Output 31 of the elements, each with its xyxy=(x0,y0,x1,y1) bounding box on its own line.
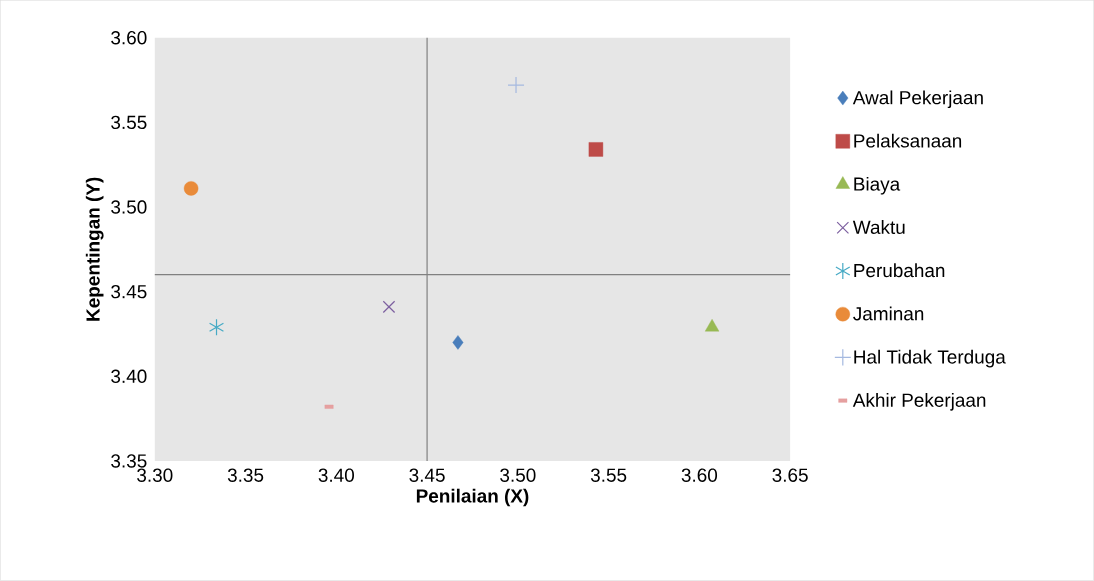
point xyxy=(183,181,199,196)
x-tick-label: 3.35 xyxy=(227,468,264,483)
x-tick-label: 3.40 xyxy=(318,468,354,483)
legend-label: Awal Pekerjaan xyxy=(852,90,983,109)
x-tick-label: 3.50 xyxy=(500,468,536,483)
legend-label: Akhir Pekerjaan xyxy=(852,393,986,411)
legend-label: Waktu xyxy=(852,220,905,235)
point xyxy=(208,318,225,336)
y-tick-label: 3.35 xyxy=(111,454,147,468)
point xyxy=(507,76,525,94)
legend-label: Biaya xyxy=(854,177,901,195)
legend-label: Jaminan xyxy=(853,306,924,321)
y-tick-label: 3.40 xyxy=(111,369,147,384)
x-tick-label: 3.45 xyxy=(409,468,445,483)
legend-label: Perubahan xyxy=(854,263,945,278)
x-axis-title: Penilaian (X) xyxy=(416,488,529,507)
point xyxy=(588,142,604,157)
y-tick-label: 3.55 xyxy=(111,115,147,130)
y-tick-label: 3.45 xyxy=(111,285,147,299)
x-tick-label: 3.30 xyxy=(137,468,173,483)
x-tick-label: 3.55 xyxy=(590,468,627,483)
legend-label: Hal Tidak Terduga xyxy=(854,349,1006,368)
point xyxy=(704,319,720,332)
point xyxy=(382,300,396,314)
legend-label: Pelaksanaan xyxy=(854,133,962,148)
y-tick-label: 3.60 xyxy=(111,31,147,45)
x-tick-label: 3.60 xyxy=(681,468,718,483)
x-tick-label: 3.65 xyxy=(772,468,808,483)
y-tick-label: 3.50 xyxy=(111,200,147,214)
y-axis-title: Kepentingan (Y) xyxy=(85,177,104,321)
point xyxy=(452,335,464,350)
